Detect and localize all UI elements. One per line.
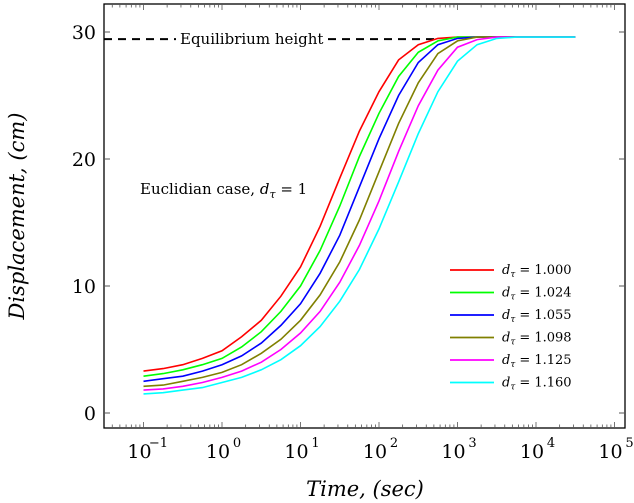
series-line-2 [143, 36, 576, 383]
legend-sub: τ [510, 293, 516, 303]
annotation-sub: τ [269, 188, 276, 201]
legend-sub: τ [510, 338, 516, 348]
x-tick-label: 10 [441, 441, 465, 463]
legend-label-2: dτ = 1.055 [502, 308, 572, 325]
legend-d: d [502, 353, 510, 368]
legend-d: d [502, 331, 510, 346]
x-tick-exponent: 1 [311, 436, 319, 451]
annotation-rest: = 1 [276, 180, 308, 198]
x-tick-label: 10 [127, 441, 151, 463]
legend-value: = 1.098 [519, 331, 571, 346]
x-tick-exponent: 5 [625, 436, 633, 451]
series-line-5 [143, 36, 576, 395]
legend-value: = 1.160 [519, 376, 571, 391]
annotation: Euclidian case, dτ = 1 [140, 180, 307, 201]
equilibrium-label: Equilibrium height [180, 30, 323, 48]
series-line-4 [143, 36, 576, 391]
y-tick-label: 20 [72, 149, 96, 171]
y-axis-label: Displacement, (cm) [5, 113, 29, 321]
x-tick-exponent: 0 [233, 436, 241, 451]
x-tick-label: 10 [598, 441, 622, 463]
x-tick-exponent: 4 [547, 436, 555, 451]
x-tick-exponent: 3 [468, 436, 476, 451]
series-line-1 [143, 36, 576, 377]
legend-label-1: dτ = 1.024 [502, 286, 572, 303]
x-tick-exponent: −1 [149, 436, 168, 451]
series-line-3 [143, 36, 576, 388]
legend-label-5: dτ = 1.160 [502, 376, 572, 393]
y-tick-label: 0 [84, 403, 96, 425]
legend-d: d [502, 376, 510, 391]
plot-frame [103, 3, 626, 429]
legend-sub: τ [510, 315, 516, 325]
x-tick-label: 10 [520, 441, 544, 463]
x-tick-label: 10 [363, 441, 387, 463]
legend-sub: τ [510, 360, 516, 370]
legend-sub: τ [510, 270, 516, 280]
legend-d: d [502, 263, 510, 278]
y-tick-label: 10 [72, 276, 96, 298]
legend-label-4: dτ = 1.125 [502, 353, 572, 370]
y-tick-label: 30 [72, 22, 96, 44]
annotation-text: Euclidian case, [140, 180, 260, 198]
legend-d: d [502, 308, 510, 323]
x-tick-label: 10 [206, 441, 230, 463]
x-tick-exponent: 2 [390, 436, 398, 451]
legend-d: d [502, 286, 510, 301]
x-tick-label: 10 [284, 441, 308, 463]
legend-sub: τ [510, 383, 516, 393]
legend-value: = 1.055 [519, 308, 571, 323]
x-axis-label: Time, (sec) [306, 477, 424, 501]
legend-label-3: dτ = 1.098 [502, 331, 572, 348]
annotation-math: d [260, 180, 270, 198]
legend-value: = 1.125 [519, 353, 571, 368]
legend-value: = 1.000 [519, 263, 571, 278]
legend-value: = 1.024 [519, 286, 571, 301]
legend-label-0: dτ = 1.000 [502, 263, 572, 280]
